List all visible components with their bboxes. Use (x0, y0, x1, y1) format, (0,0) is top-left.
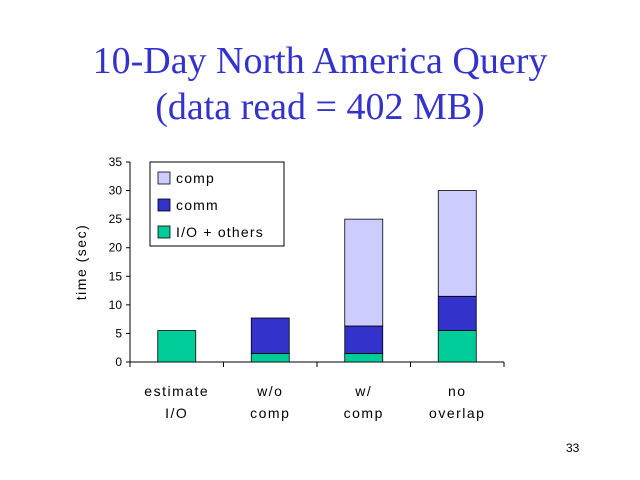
y-tick-label: 0 (115, 355, 122, 369)
legend-box (149, 161, 285, 247)
x-tick-label: comp (344, 405, 384, 421)
y-tick-label: 35 (109, 155, 123, 169)
bar-segment-i-o-others (344, 353, 384, 363)
bar-segment-comm (437, 295, 477, 331)
legend-label: I/O + others (176, 224, 264, 240)
y-tick-label: 25 (109, 212, 123, 226)
y-tick-label: 20 (109, 241, 123, 255)
slide-title-line-2: (data read = 402 MB) (155, 86, 485, 128)
bar-segment-comm (250, 317, 290, 354)
legend-swatch (157, 198, 171, 212)
bar-segment-i-o-others (250, 353, 290, 363)
chart-legend: comp comm I/O + others (149, 161, 285, 247)
x-tick-label: w/o (256, 383, 283, 399)
bar-segment-i-o-others (437, 330, 477, 363)
bar-segment-comp (344, 218, 384, 327)
legend-swatch (157, 225, 171, 239)
y-tick-label: 10 (109, 298, 123, 312)
bar-segment-i-o-others (157, 330, 197, 363)
y-tick-label: 30 (109, 184, 123, 198)
bar-segment-comm (344, 325, 384, 354)
x-tick-label: comp (250, 405, 290, 421)
x-tick-label: I/O (165, 405, 188, 421)
legend-swatch (157, 171, 171, 185)
x-tick-label: estimate (144, 383, 209, 399)
slide-title-line-1: 10-Day North America Query (92, 40, 548, 82)
bar-segment-comp (437, 190, 477, 297)
y-tick-label: 5 (115, 326, 122, 340)
page-number: 33 (566, 441, 580, 455)
x-tick-label: overlap (429, 405, 485, 421)
y-axis-title: time (sec) (73, 224, 89, 300)
slide-title: 10-Day North America Query (data read = … (0, 38, 640, 130)
legend-label: comm (176, 197, 219, 213)
x-tick-label: w/ (354, 383, 372, 399)
legend-label: comp (176, 170, 215, 186)
x-tick-label: no (448, 383, 467, 399)
y-tick-label: 15 (109, 269, 123, 283)
